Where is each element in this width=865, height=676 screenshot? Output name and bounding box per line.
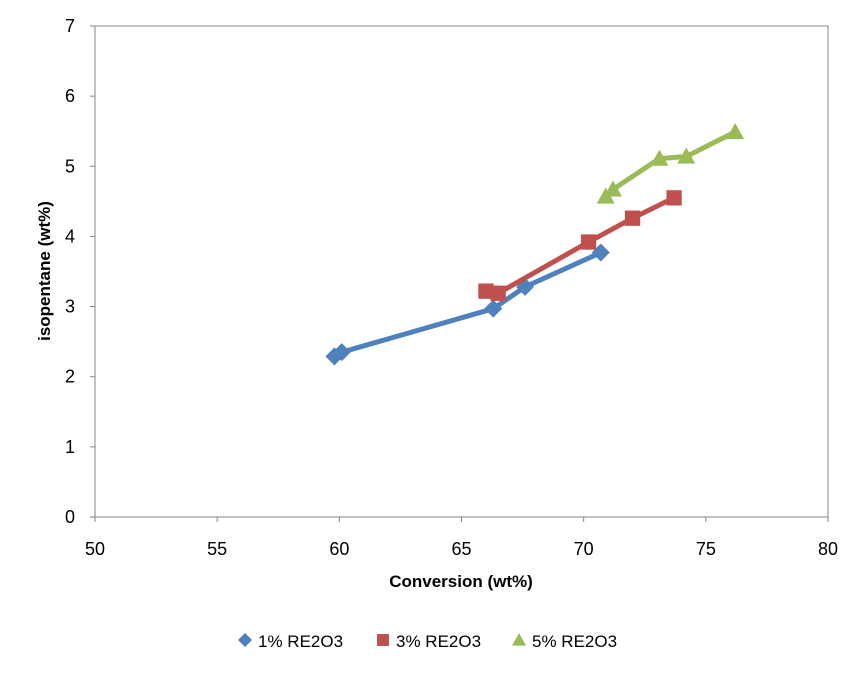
series-1 bbox=[325, 243, 610, 366]
x-tick-label: 80 bbox=[818, 539, 838, 559]
series-2 bbox=[478, 190, 682, 301]
x-tick-label: 75 bbox=[696, 539, 716, 559]
x-tick-label: 70 bbox=[574, 539, 594, 559]
legend-marker bbox=[377, 634, 389, 646]
y-axis: 0 1 2 3 4 5 6 7 bbox=[65, 16, 95, 527]
legend-item: 1% RE2O3 bbox=[238, 632, 343, 651]
x-axis: 50 55 60 65 70 75 80 bbox=[85, 517, 838, 559]
legend-item: 3% RE2O3 bbox=[377, 632, 481, 651]
data-point bbox=[603, 180, 622, 197]
x-tick-label: 55 bbox=[207, 539, 227, 559]
data-point bbox=[478, 283, 494, 299]
x-tick-label: 60 bbox=[329, 539, 349, 559]
legend-label: 5% RE2O3 bbox=[532, 632, 617, 651]
data-point bbox=[484, 299, 503, 318]
legend-marker bbox=[238, 633, 252, 647]
y-tick-label: 1 bbox=[65, 437, 75, 457]
legend-label: 3% RE2O3 bbox=[396, 632, 481, 651]
x-tick-label: 50 bbox=[85, 539, 105, 559]
x-axis-title: Conversion (wt%) bbox=[389, 572, 533, 591]
data-point bbox=[650, 149, 669, 166]
legend-label: 1% RE2O3 bbox=[258, 632, 343, 651]
series-3 bbox=[596, 122, 745, 204]
data-point bbox=[624, 210, 641, 226]
data-point bbox=[677, 147, 696, 164]
data-point bbox=[332, 343, 351, 362]
y-tick-label: 5 bbox=[65, 156, 75, 176]
y-tick-label: 0 bbox=[65, 507, 75, 527]
data-point bbox=[580, 234, 597, 250]
data-point bbox=[490, 285, 506, 301]
y-tick-label: 2 bbox=[65, 367, 75, 387]
x-tick-label: 65 bbox=[451, 539, 471, 559]
y-tick-label: 6 bbox=[65, 86, 75, 106]
y-axis-title: isopentane (wt%) bbox=[35, 201, 54, 341]
legend: 1% RE2O3 3% RE2O3 5% RE2O3 bbox=[238, 632, 617, 651]
series-layer bbox=[325, 122, 745, 366]
data-point bbox=[591, 243, 610, 262]
y-tick-label: 7 bbox=[65, 16, 75, 36]
legend-marker bbox=[512, 633, 526, 646]
data-point bbox=[726, 122, 745, 140]
y-tick-label: 4 bbox=[65, 226, 75, 246]
legend-item: 5% RE2O3 bbox=[512, 632, 617, 651]
y-tick-label: 3 bbox=[65, 297, 75, 317]
data-point bbox=[666, 190, 682, 206]
